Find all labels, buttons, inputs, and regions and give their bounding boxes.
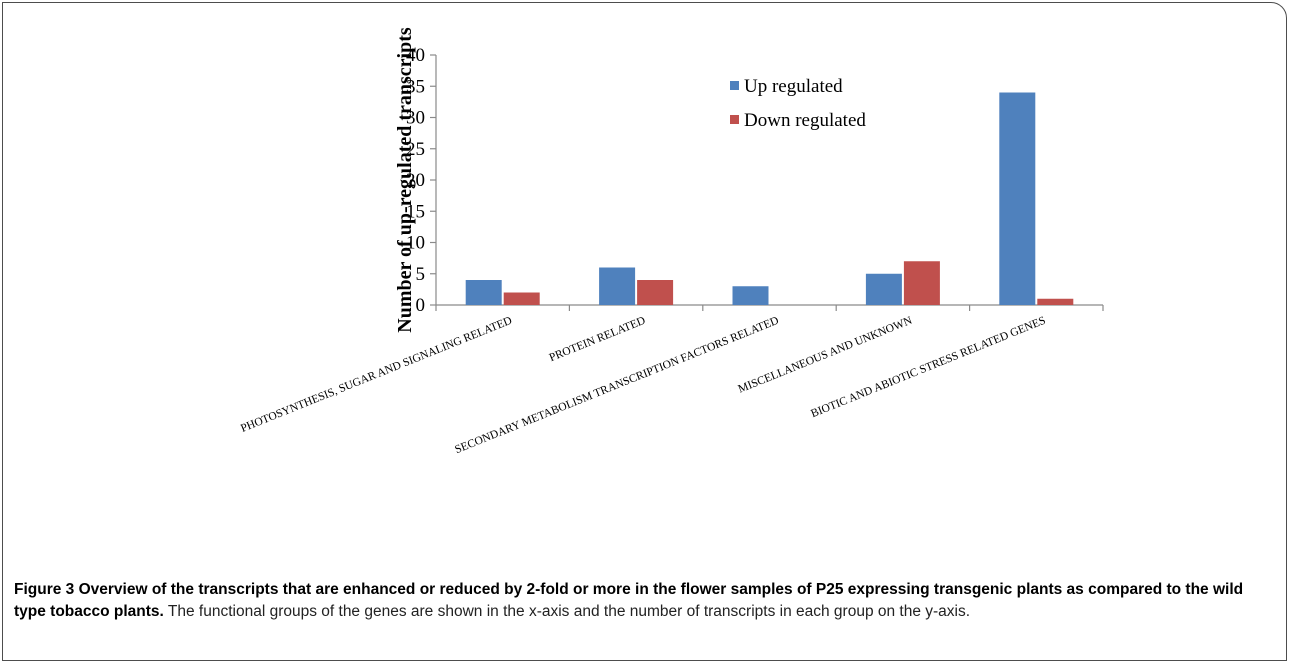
bars bbox=[465, 92, 1074, 305]
y-tick-label: 30 bbox=[406, 108, 425, 129]
legend-label: Down regulated bbox=[744, 110, 866, 131]
x-axis bbox=[435, 304, 1104, 311]
bar-up-regulated bbox=[599, 267, 636, 305]
bar-chart: 0 5 10 15 20 25 30 35 40 PHOTOSYNTHESIS, SUGAR A… bbox=[239, 27, 1104, 456]
x-category-label: PROTEIN RELATED bbox=[548, 315, 648, 365]
bar-down-regulated bbox=[903, 261, 940, 305]
x-category-label: BIOTIC AND ABIOTIC STRESS RELATED GENES bbox=[809, 315, 1047, 421]
legend: Up regulated Down regulated bbox=[730, 76, 866, 131]
legend-swatch bbox=[730, 81, 739, 90]
caption-title: Figure 3 Overview of the transcripts tha… bbox=[14, 581, 1244, 620]
y-tick-label: 5 bbox=[416, 264, 426, 285]
bar-up-regulated bbox=[732, 286, 769, 305]
y-tick-label: 40 bbox=[406, 45, 425, 66]
figure-caption: Figure 3 Overview of the transcripts tha… bbox=[14, 579, 1276, 623]
legend-swatch bbox=[730, 115, 739, 124]
caption-text: The functional groups of the genes are s… bbox=[163, 603, 971, 620]
y-tick-label: 0 bbox=[416, 295, 426, 316]
y-tick-label: 25 bbox=[406, 139, 425, 160]
bar-down-regulated bbox=[1037, 298, 1074, 305]
y-tick-label: 35 bbox=[406, 76, 425, 97]
y-axis: 0 5 10 15 20 25 30 35 40 bbox=[406, 45, 437, 316]
bar-down-regulated bbox=[503, 292, 540, 305]
y-tick-label: 20 bbox=[406, 170, 425, 191]
legend-label: Up regulated bbox=[744, 76, 843, 97]
bar-up-regulated bbox=[999, 92, 1036, 305]
bar-up-regulated bbox=[865, 273, 902, 305]
bar-down-regulated bbox=[637, 280, 674, 305]
y-tick-label: 15 bbox=[406, 201, 425, 222]
y-axis-label: Number of up-regulated transcripts bbox=[394, 27, 416, 333]
y-tick-label: 10 bbox=[406, 233, 425, 254]
x-category-label: PHOTOSYNTHESIS, SUGAR AND SIGNALING RELA… bbox=[239, 315, 514, 435]
category-labels: PHOTOSYNTHESIS, SUGAR AND SIGNALING RELA… bbox=[239, 314, 1047, 456]
bar-up-regulated bbox=[465, 280, 502, 305]
